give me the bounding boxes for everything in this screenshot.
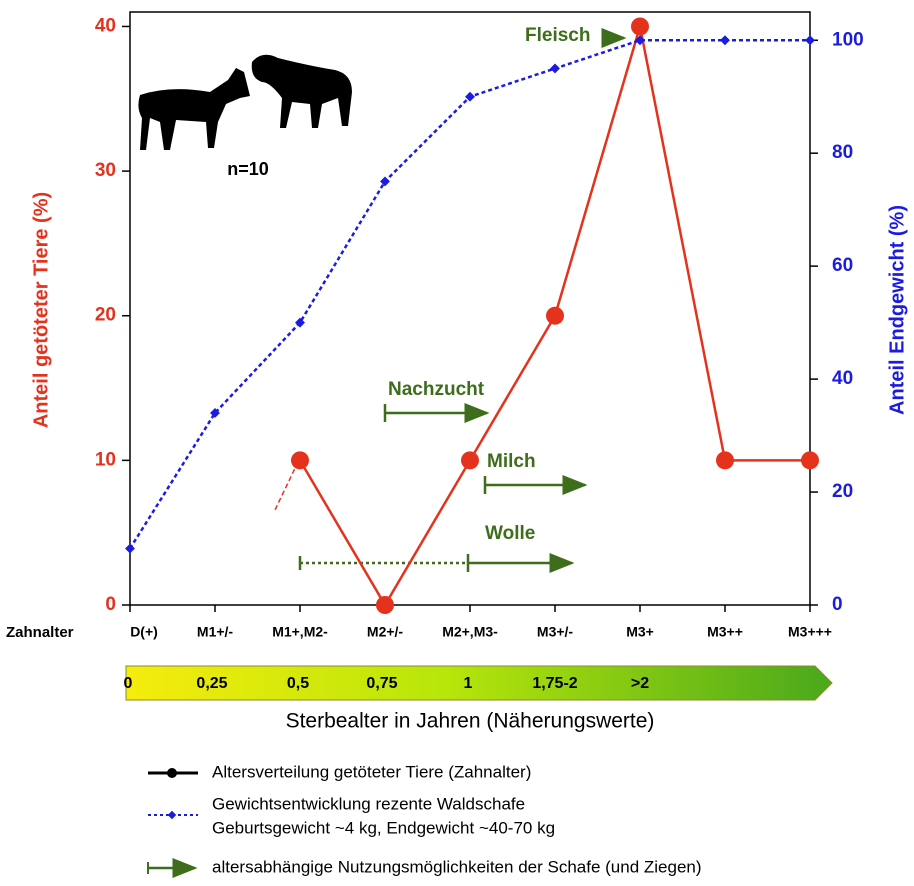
age-label: 0 bbox=[124, 675, 133, 692]
legend: Altersverteilung getöteter Tiere (Zahnal… bbox=[148, 762, 702, 876]
data-point bbox=[291, 451, 309, 469]
data-point bbox=[801, 451, 819, 469]
y-tick-label: 0 bbox=[105, 594, 116, 615]
y-tick-label: 20 bbox=[95, 305, 116, 326]
x-tick-label: M1+,M2- bbox=[272, 624, 328, 640]
age-label: 1 bbox=[464, 675, 473, 692]
age-label: 0,75 bbox=[366, 675, 397, 692]
data-point bbox=[461, 451, 479, 469]
data-point bbox=[716, 451, 734, 469]
annotation: Wolle bbox=[485, 523, 535, 544]
x-tick-label: M3+++ bbox=[788, 624, 832, 640]
y2-tick-label: 80 bbox=[832, 142, 853, 163]
x-tick-label: M2+/- bbox=[367, 624, 404, 640]
x-tick-label: M2+,M3- bbox=[442, 624, 498, 640]
age-label: 0,25 bbox=[196, 675, 227, 692]
y-axis-title: Anteil getöteter Tiere (%) bbox=[30, 192, 52, 428]
x-tick-label: M3+/- bbox=[537, 624, 574, 640]
data-point bbox=[805, 35, 815, 45]
data-point bbox=[376, 596, 394, 614]
x-tick-label: M1+/- bbox=[197, 624, 234, 640]
y-tick-label: 10 bbox=[95, 449, 116, 470]
data-point bbox=[720, 35, 730, 45]
legend-label: Altersverteilung getöteter Tiere (Zahnal… bbox=[212, 762, 531, 781]
y2-tick-label: 40 bbox=[832, 368, 853, 389]
x-tick-label: M3+ bbox=[626, 624, 654, 640]
data-point bbox=[631, 17, 649, 35]
legend-label: altersabhängige Nutzungsmöglichkeiten de… bbox=[212, 857, 702, 876]
legend-label: Gewichtsentwicklung rezente Waldschafe bbox=[212, 794, 525, 813]
y2-tick-label: 20 bbox=[832, 481, 853, 502]
y2-axis-title: Anteil Endgewicht (%) bbox=[886, 205, 908, 415]
sample-size: n=10 bbox=[227, 159, 269, 179]
age-label: 1,75-2 bbox=[532, 675, 577, 692]
y2-tick-label: 0 bbox=[832, 594, 843, 615]
annotation: Milch bbox=[487, 451, 536, 472]
x-axis-label: Sterbealter in Jahren (Näherungswerte) bbox=[286, 710, 655, 733]
chart: Anteil getöteter Tiere (%) Anteil Endgew… bbox=[0, 0, 914, 886]
x-axis-title: Zahnalter bbox=[6, 624, 74, 641]
data-point bbox=[125, 544, 135, 554]
annotation: Nachzucht bbox=[388, 379, 485, 400]
y2-tick-label: 60 bbox=[832, 255, 853, 276]
age-label: 0,5 bbox=[287, 675, 309, 692]
lead-in-line bbox=[275, 462, 298, 510]
y-tick-label: 30 bbox=[95, 160, 116, 181]
annotation: Fleisch bbox=[525, 25, 590, 46]
goat-icons bbox=[138, 55, 352, 150]
x-tick-label: D(+) bbox=[130, 624, 158, 640]
age-label: >2 bbox=[631, 675, 649, 692]
data-point bbox=[550, 64, 560, 74]
y2-tick-label: 100 bbox=[832, 29, 864, 50]
y-tick-label: 40 bbox=[95, 15, 116, 36]
x-tick-label: M3++ bbox=[707, 624, 743, 640]
age-scale-bar bbox=[126, 666, 832, 700]
data-point bbox=[546, 307, 564, 325]
series-line bbox=[130, 40, 810, 548]
legend-note: Geburtsgewicht ~4 kg, Endgewicht ~40-70 … bbox=[212, 818, 555, 837]
